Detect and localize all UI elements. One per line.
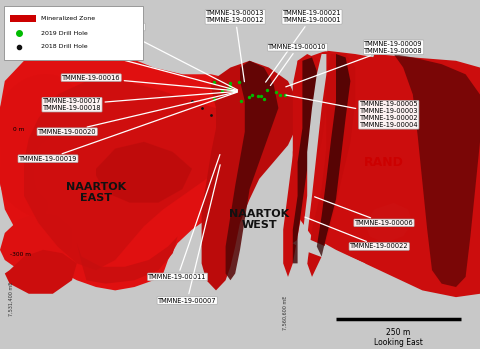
Polygon shape: [302, 54, 326, 263]
Text: TMMNE-19-00010: TMMNE-19-00010: [268, 44, 327, 86]
Text: TMMNE-19-00017
TMMNE-19-00018: TMMNE-19-00017 TMMNE-19-00018: [43, 91, 237, 111]
Point: [272, 89, 279, 95]
Polygon shape: [24, 81, 230, 270]
Point: [281, 92, 288, 98]
Text: NAARTOK
EAST: NAARTOK EAST: [66, 182, 126, 203]
Text: TMMNE-19-00005
TMMNE-19-00003
TMMNE-19-00002
TMMNE-19-00004: TMMNE-19-00005 TMMNE-19-00003 TMMNE-19-0…: [286, 95, 418, 128]
Point: [245, 94, 252, 99]
Polygon shape: [202, 61, 298, 290]
Text: 250 m
Looking East: 250 m Looking East: [374, 327, 423, 347]
FancyBboxPatch shape: [4, 6, 143, 60]
Polygon shape: [293, 51, 480, 297]
Text: TMMNE-19-00011: TMMNE-19-00011: [148, 155, 220, 280]
Polygon shape: [307, 54, 355, 277]
Text: TMMNE-19-00015: TMMNE-19-00015: [72, 51, 237, 90]
Text: 2019 Drill Hole: 2019 Drill Hole: [41, 31, 87, 36]
Polygon shape: [394, 54, 480, 287]
Point: [263, 87, 271, 93]
Polygon shape: [226, 61, 278, 280]
Point: [224, 86, 232, 92]
Point: [228, 87, 236, 93]
Text: TMMNE-19-00016: TMMNE-19-00016: [62, 75, 237, 91]
Point: [210, 96, 218, 102]
Point: [237, 98, 245, 104]
Text: TMMNE-19-00007: TMMNE-19-00007: [158, 165, 220, 304]
Text: 0 m: 0 m: [13, 127, 25, 133]
Polygon shape: [77, 236, 178, 284]
Polygon shape: [0, 44, 269, 290]
Polygon shape: [0, 74, 77, 216]
Text: TMMNE-19-00021
TMMNE-19-00001: TMMNE-19-00021 TMMNE-19-00001: [265, 10, 341, 82]
Point: [260, 96, 268, 101]
Text: TMMNE-19-00014: TMMNE-19-00014: [86, 24, 238, 90]
Point: [254, 94, 262, 99]
Point: [227, 80, 234, 86]
Bar: [10, 15, 36, 22]
Text: Mineralized Zone: Mineralized Zone: [41, 16, 95, 21]
Text: 2018 Drill Hole: 2018 Drill Hole: [41, 44, 87, 49]
Text: TMMNE-19-00013
TMMNE-19-00012: TMMNE-19-00013 TMMNE-19-00012: [206, 10, 264, 82]
Text: RAND: RAND: [364, 156, 404, 169]
Point: [217, 88, 225, 94]
Polygon shape: [293, 236, 374, 277]
Text: TMMNE-19-00006: TMMNE-19-00006: [314, 197, 413, 226]
Point: [248, 92, 256, 97]
Point: [257, 94, 264, 99]
Polygon shape: [283, 54, 326, 277]
Polygon shape: [317, 54, 350, 257]
Polygon shape: [96, 142, 192, 203]
Text: 7,531,400 mE: 7,531,400 mE: [9, 282, 14, 316]
Polygon shape: [0, 213, 72, 274]
Text: TMMNE-19-00019: TMMNE-19-00019: [19, 92, 238, 162]
Point: [276, 92, 284, 98]
Polygon shape: [355, 54, 480, 290]
Text: TMMNE-19-00009
TMMNE-19-00008: TMMNE-19-00009 TMMNE-19-00008: [286, 41, 423, 87]
Point: [227, 83, 234, 89]
Text: TMMNE-19-00020: TMMNE-19-00020: [38, 92, 237, 135]
Point: [235, 79, 243, 85]
Point: [207, 112, 215, 118]
Text: TMMNE-19-00022: TMMNE-19-00022: [305, 217, 408, 250]
Text: 7,560,600 mE: 7,560,600 mE: [283, 295, 288, 329]
Point: [188, 98, 196, 104]
Point: [198, 105, 205, 111]
Polygon shape: [365, 203, 413, 243]
Text: NAARTOK
WEST: NAARTOK WEST: [229, 209, 289, 230]
Polygon shape: [5, 250, 77, 294]
Text: -300 m: -300 m: [10, 252, 31, 258]
Polygon shape: [293, 57, 317, 263]
Point: [210, 80, 218, 85]
